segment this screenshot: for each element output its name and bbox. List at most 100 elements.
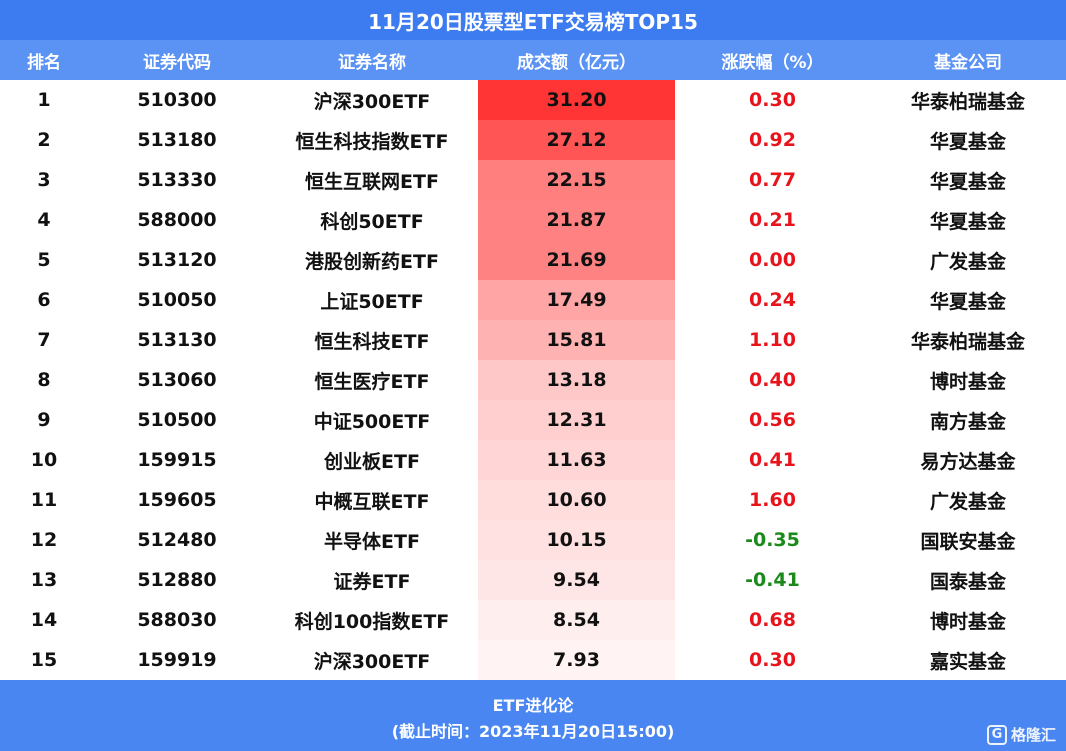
rank-cell: 13 bbox=[30, 569, 58, 591]
name-cell: 恒生科技ETF bbox=[314, 330, 430, 353]
header-code: 证券代码 bbox=[143, 52, 211, 73]
name-cell: 中概互联ETF bbox=[314, 490, 430, 513]
brand-logo: G 格隆汇 bbox=[986, 724, 1056, 745]
footer-timestamp: (截止时间：2023年11月20日15:00) bbox=[391, 722, 675, 741]
footer: ETF进化论 (截止时间：2023年11月20日15:00) G 格隆汇 bbox=[0, 680, 1066, 751]
table-row: 5 513120 港股创新药ETF 21.69 0.00 广发基金 bbox=[0, 240, 1066, 280]
header-change: 涨跌幅（%） bbox=[721, 52, 824, 73]
volume-cell: 10.15 bbox=[478, 520, 675, 560]
volume-cell: 7.93 bbox=[478, 640, 675, 680]
change-cell: 1.10 bbox=[749, 329, 796, 351]
name-cell: 科创100指数ETF bbox=[294, 610, 450, 633]
table-row: 11 159605 中概互联ETF 10.60 1.60 广发基金 bbox=[0, 480, 1066, 520]
code-cell: 159919 bbox=[137, 649, 217, 671]
change-cell: 0.56 bbox=[749, 409, 796, 431]
change-cell: 0.00 bbox=[749, 249, 796, 271]
name-cell: 中证500ETF bbox=[313, 410, 431, 433]
rank-cell: 14 bbox=[30, 609, 58, 631]
company-cell: 华夏基金 bbox=[929, 170, 1006, 193]
company-cell: 国泰基金 bbox=[929, 570, 1006, 593]
table-row: 7 513130 恒生科技ETF 15.81 1.10 华泰柏瑞基金 bbox=[0, 320, 1066, 360]
volume-cell: 13.18 bbox=[478, 360, 675, 400]
code-cell: 159605 bbox=[137, 489, 217, 511]
header-rank: 排名 bbox=[27, 52, 61, 73]
change-cell: 0.30 bbox=[749, 89, 796, 111]
company-cell: 华泰柏瑞基金 bbox=[910, 330, 1025, 353]
volume-cell: 9.54 bbox=[478, 560, 675, 600]
volume-cell: 31.20 bbox=[478, 80, 675, 120]
company-cell: 博时基金 bbox=[929, 610, 1006, 633]
volume-cell: 27.12 bbox=[478, 120, 675, 160]
name-cell: 创业板ETF bbox=[324, 450, 420, 473]
change-cell: 0.30 bbox=[749, 649, 796, 671]
table-row: 4 588000 科创50ETF 21.87 0.21 华夏基金 bbox=[0, 200, 1066, 240]
volume-cell: 10.60 bbox=[478, 480, 675, 520]
code-cell: 588030 bbox=[137, 609, 217, 631]
header-company: 基金公司 bbox=[934, 52, 1002, 73]
change-cell: 0.77 bbox=[749, 169, 796, 191]
code-cell: 510050 bbox=[137, 289, 217, 311]
name-cell: 科创50ETF bbox=[320, 210, 424, 233]
code-cell: 159915 bbox=[137, 449, 217, 471]
change-cell: 0.92 bbox=[749, 129, 796, 151]
table-header: 排名 证券代码 证券名称 成交额（亿元） 涨跌幅（%） 基金公司 bbox=[0, 40, 1066, 80]
code-cell: 513330 bbox=[137, 169, 217, 191]
code-cell: 512880 bbox=[137, 569, 217, 591]
company-cell: 博时基金 bbox=[929, 370, 1006, 393]
company-cell: 国联安基金 bbox=[920, 530, 1016, 553]
volume-cell: 21.69 bbox=[478, 240, 675, 280]
header-volume: 成交额（亿元） bbox=[517, 52, 636, 73]
rank-cell: 4 bbox=[37, 209, 51, 231]
brand-logo-text: 格隆汇 bbox=[1010, 726, 1056, 744]
name-cell: 恒生科技指数ETF bbox=[295, 130, 449, 153]
table-row: 6 510050 上证50ETF 17.49 0.24 华夏基金 bbox=[0, 280, 1066, 320]
code-cell: 513060 bbox=[137, 369, 217, 391]
table-row: 2 513180 恒生科技指数ETF 27.12 0.92 华夏基金 bbox=[0, 120, 1066, 160]
table-row: 12 512480 半导体ETF 10.15 -0.35 国联安基金 bbox=[0, 520, 1066, 560]
change-cell: 1.60 bbox=[749, 489, 796, 511]
name-cell: 沪深300ETF bbox=[313, 650, 431, 673]
code-cell: 513120 bbox=[137, 249, 217, 271]
table-row: 1 510300 沪深300ETF 31.20 0.30 华泰柏瑞基金 bbox=[0, 80, 1066, 120]
company-cell: 华夏基金 bbox=[929, 210, 1006, 233]
header-name: 证券名称 bbox=[338, 52, 406, 73]
change-cell: 0.40 bbox=[749, 369, 796, 391]
rank-cell: 9 bbox=[37, 409, 51, 431]
table-row: 3 513330 恒生互联网ETF 22.15 0.77 华夏基金 bbox=[0, 160, 1066, 200]
rank-cell: 2 bbox=[37, 129, 51, 151]
company-cell: 华夏基金 bbox=[929, 130, 1006, 153]
volume-cell: 8.54 bbox=[478, 600, 675, 640]
name-cell: 恒生互联网ETF bbox=[305, 170, 439, 193]
rank-cell: 12 bbox=[30, 529, 58, 551]
footer-source: ETF进化论 bbox=[492, 696, 574, 715]
volume-cell: 15.81 bbox=[478, 320, 675, 360]
table-body: 1 510300 沪深300ETF 31.20 0.30 华泰柏瑞基金 2 513180 恒生科… bbox=[0, 80, 1066, 680]
volume-cell: 11.63 bbox=[478, 440, 675, 480]
name-cell: 港股创新药ETF bbox=[305, 250, 439, 273]
g-logo-icon: G bbox=[986, 724, 1007, 745]
volume-cell: 12.31 bbox=[478, 400, 675, 440]
rank-cell: 3 bbox=[37, 169, 51, 191]
change-cell: 0.21 bbox=[749, 209, 796, 231]
table-row: 13 512880 证券ETF 9.54 -0.41 国泰基金 bbox=[0, 560, 1066, 600]
volume-cell: 17.49 bbox=[478, 280, 675, 320]
company-cell: 广发基金 bbox=[929, 490, 1006, 513]
company-cell: 易方达基金 bbox=[920, 450, 1016, 473]
volume-cell: 21.87 bbox=[478, 200, 675, 240]
name-cell: 沪深300ETF bbox=[313, 90, 431, 113]
rank-cell: 1 bbox=[37, 89, 51, 111]
rank-cell: 5 bbox=[37, 249, 51, 271]
rank-cell: 7 bbox=[37, 329, 51, 351]
table-row: 10 159915 创业板ETF 11.63 0.41 易方达基金 bbox=[0, 440, 1066, 480]
change-cell: 0.68 bbox=[749, 609, 796, 631]
change-cell: -0.41 bbox=[745, 569, 800, 591]
name-cell: 证券ETF bbox=[333, 570, 411, 593]
rank-cell: 8 bbox=[37, 369, 51, 391]
code-cell: 588000 bbox=[137, 209, 217, 231]
change-cell: 0.41 bbox=[749, 449, 796, 471]
volume-cell: 22.15 bbox=[478, 160, 675, 200]
table-row: 8 513060 恒生医疗ETF 13.18 0.40 博时基金 bbox=[0, 360, 1066, 400]
company-cell: 华泰柏瑞基金 bbox=[910, 90, 1025, 113]
company-cell: 南方基金 bbox=[929, 410, 1006, 433]
name-cell: 上证50ETF bbox=[320, 290, 424, 313]
